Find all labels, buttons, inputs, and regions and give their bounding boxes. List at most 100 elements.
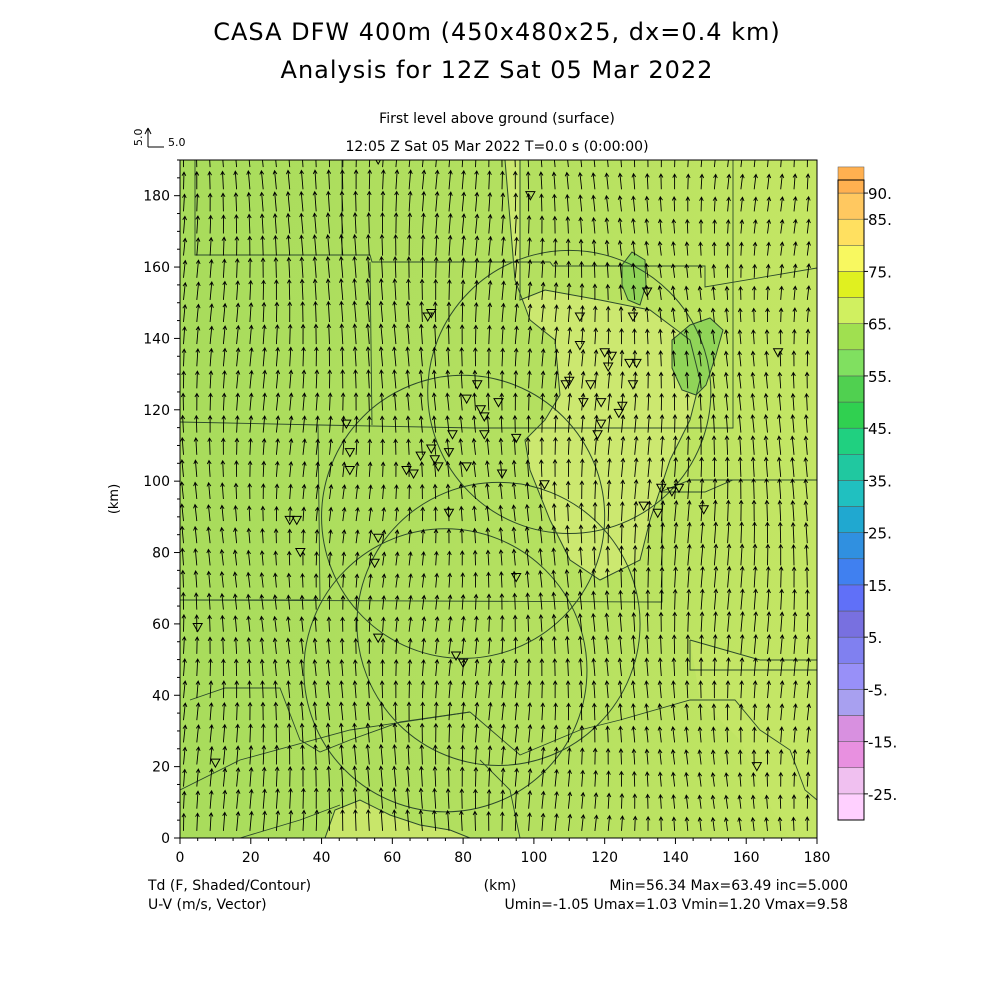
- colorbar-label: 90.: [868, 185, 892, 203]
- wind-vectors: [180, 160, 812, 831]
- colorbar-label: 55.: [868, 368, 892, 386]
- station-marker: [539, 480, 550, 490]
- colorbar-label: 75.: [868, 263, 892, 281]
- colorbar-label: -5.: [868, 681, 888, 699]
- station-marker: [627, 380, 639, 390]
- colorbar-bin: [837, 636, 865, 664]
- colorbar-bin: [837, 506, 865, 533]
- station-marker: [408, 469, 419, 480]
- station-marker: [450, 651, 462, 662]
- y-tick-label: 80: [152, 546, 170, 562]
- level-label: First level above ground (surface): [379, 111, 615, 127]
- station-marker: [673, 483, 685, 494]
- station-marker: [655, 483, 667, 494]
- station-marker: [415, 451, 426, 462]
- station-marker: [638, 501, 649, 512]
- colorbar-bin: [837, 192, 865, 220]
- y-tick-label: 100: [143, 474, 170, 490]
- x-axis: 0 20 40 60 80 100 120 140 160 180: [176, 838, 831, 866]
- station-marker: [624, 358, 635, 369]
- contours: [324, 160, 817, 838]
- dewpoint-low-pocket-2: [671, 317, 724, 396]
- chart-subtitle: Analysis for 12Z Sat 05 Mar 2022: [281, 56, 714, 84]
- station-marker: [560, 380, 572, 390]
- station-marker: [592, 430, 603, 440]
- x-axis-label: (km): [484, 878, 517, 894]
- station-marker: [284, 515, 296, 526]
- station-marker: [478, 430, 490, 440]
- y-tick-label: 140: [143, 331, 170, 347]
- station-marker: [772, 348, 784, 358]
- y-tick-label: 60: [152, 617, 170, 633]
- y-tick-label: 160: [143, 260, 170, 276]
- station-marker: [443, 508, 455, 519]
- radar-ring: [427, 249, 712, 535]
- colorbar-label: 35.: [868, 472, 892, 490]
- plot-area: [180, 160, 817, 838]
- station-marker: [606, 351, 618, 362]
- colorbar-bin: [837, 454, 865, 481]
- colorbar-label: 85.: [868, 211, 892, 229]
- station-marker: [631, 358, 642, 369]
- x-tick-label: 120: [591, 850, 618, 866]
- x-tick-label: 40: [313, 850, 331, 866]
- station-marker: [344, 465, 356, 476]
- vector-key-rotated-label: 5.0: [132, 129, 145, 147]
- x-tick-label: 100: [521, 850, 548, 866]
- colorbar-bin: [837, 793, 865, 821]
- colorbar-label: 45.: [868, 420, 892, 438]
- footer-vector-stats: Umin=-1.05 Umax=1.03 Vmin=1.20 Vmax=9.58: [505, 897, 848, 913]
- station-marker: [652, 508, 664, 519]
- x-tick-label: 20: [242, 850, 260, 866]
- dewpoint-high-region-southcenter: [325, 800, 470, 838]
- radar-rings: [303, 249, 712, 813]
- y-tick-label: 20: [152, 760, 170, 776]
- station-marker: [595, 419, 607, 430]
- footer-vector-label: U-V (m/s, Vector): [148, 897, 267, 913]
- colorbar-bin: [837, 767, 865, 795]
- station-marker: [447, 430, 458, 440]
- station-marker: [602, 362, 614, 372]
- colorbar-bin: [837, 558, 865, 586]
- colorbar-bin: [837, 532, 865, 560]
- station-marker: [422, 312, 434, 323]
- x-tick-label: 60: [383, 850, 401, 866]
- colorbar-label: 15.: [868, 577, 892, 595]
- station-marker: [429, 455, 441, 465]
- station-marker: [425, 308, 437, 319]
- colorbar-bin: [837, 271, 865, 298]
- colorbar-bin: [837, 427, 865, 455]
- colorbar-bin: [837, 297, 865, 324]
- station-marker: [475, 405, 487, 415]
- station-marker: [595, 398, 607, 408]
- station-marker: [510, 573, 522, 583]
- station-marker: [461, 462, 473, 472]
- colorbar-bin: [837, 741, 865, 769]
- colorbar-bin: [837, 245, 865, 272]
- time-label: 12:05 Z Sat 05 Mar 2022 T=0.0 s (0:00:00…: [345, 139, 648, 155]
- colorbar-bin: [837, 715, 865, 742]
- colorbar-label: 65.: [868, 316, 892, 334]
- radar-ring: [321, 374, 606, 659]
- x-tick-label: 180: [804, 850, 831, 866]
- x-tick-label: 80: [454, 850, 472, 866]
- colorbar-bin: [837, 349, 865, 377]
- station-marker: [291, 515, 303, 526]
- x-tick-label: 0: [176, 850, 185, 866]
- station-marker: [613, 408, 625, 419]
- station-marker: [641, 287, 653, 298]
- station-marker: [372, 633, 384, 644]
- colorbar-label: -15.: [868, 734, 897, 752]
- colorbar-bin: [837, 375, 865, 403]
- colorbar-bin: [837, 663, 865, 690]
- station-marker: [294, 548, 306, 558]
- wind-vector-field: [180, 160, 812, 831]
- y-tick-label: 0: [161, 831, 170, 847]
- station-marker: [457, 658, 469, 669]
- station-marker: [432, 462, 444, 472]
- station-marker: [617, 401, 628, 412]
- station-marker: [478, 412, 490, 422]
- station-marker: [666, 487, 678, 497]
- y-tick-label: 180: [143, 189, 170, 205]
